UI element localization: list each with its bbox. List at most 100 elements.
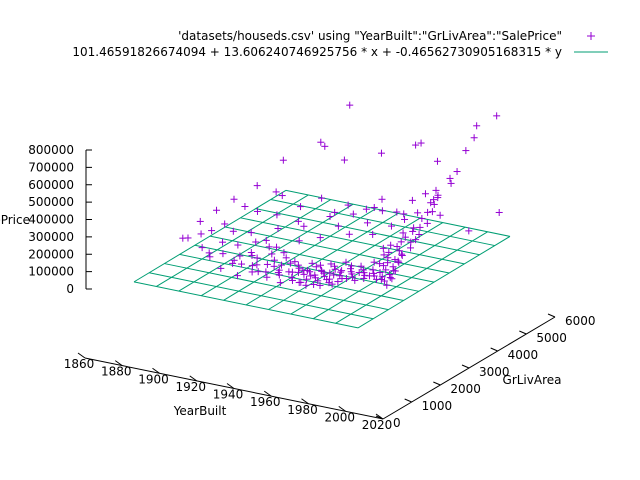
data-point [277, 261, 285, 269]
data-point [386, 270, 394, 278]
data-point [369, 230, 377, 238]
y-tick-label: 1000 [422, 399, 453, 413]
data-point [340, 156, 348, 164]
data-point [268, 250, 276, 258]
y-tick-label: 0 [393, 416, 401, 430]
data-point [394, 257, 402, 265]
surface-line [133, 189, 287, 283]
data-point [294, 261, 302, 269]
x-tick-label: 1940 [213, 388, 244, 402]
data-point [395, 258, 403, 266]
data-point [206, 253, 214, 261]
data-point [233, 272, 241, 280]
data-point [238, 260, 246, 268]
z-tick-label: 100000 [28, 265, 74, 279]
data-point [252, 238, 260, 246]
data-point [316, 234, 324, 242]
data-point [205, 249, 213, 257]
data-point [410, 224, 418, 232]
data-point [288, 276, 296, 284]
data-point [285, 268, 293, 276]
data-point [300, 270, 308, 278]
data-point [197, 230, 205, 238]
data-point [331, 265, 339, 273]
data-point [334, 278, 342, 286]
data-point [427, 199, 435, 207]
data-point [377, 275, 385, 283]
y-axis-label: GrLivArea [503, 373, 562, 387]
data-point [390, 267, 398, 275]
surface-line [133, 281, 359, 329]
data-point [213, 206, 221, 214]
data-point [219, 238, 227, 246]
data-point [378, 207, 386, 215]
data-point [384, 259, 392, 267]
data-point [230, 256, 238, 264]
data-point [236, 252, 244, 260]
z-tick-label: 700000 [28, 160, 74, 174]
x-tick-label: 2020 [362, 418, 393, 432]
y-tick-mark [461, 364, 470, 369]
data-point [325, 279, 333, 287]
data-point [241, 202, 249, 210]
data-point [254, 268, 262, 276]
y-tick-label: 2000 [450, 382, 481, 396]
data-point [273, 243, 281, 251]
data-point [312, 263, 320, 271]
data-point [417, 139, 425, 147]
data-point [248, 268, 256, 276]
data-point [385, 248, 393, 256]
data-point [379, 262, 387, 270]
x-tick-label: 2000 [324, 410, 355, 424]
surface-line [270, 199, 495, 247]
data-point [393, 243, 401, 251]
data-point [314, 277, 322, 285]
data-point [432, 186, 440, 194]
surface-line [285, 189, 511, 237]
data-point [400, 210, 408, 218]
y-tick-label: 4000 [508, 348, 539, 362]
data-point [409, 227, 417, 235]
data-point [337, 268, 345, 276]
data-point [376, 268, 384, 276]
axis-labels: YearBuilt GrLivArea SalePrice [0, 213, 561, 418]
data-point [380, 251, 388, 259]
data-point [327, 260, 335, 268]
y-tick-mark [433, 381, 441, 386]
x-tick-label: 1960 [250, 395, 281, 409]
data-point [398, 250, 406, 258]
y-tick-label: 3000 [479, 365, 510, 379]
surface-line [194, 244, 419, 292]
surface-line [149, 272, 374, 320]
data-point [342, 275, 350, 283]
data-point [334, 222, 342, 230]
data-point [253, 182, 261, 190]
data-point [470, 134, 478, 142]
data-point [253, 207, 261, 215]
y-tick-label: 6000 [565, 314, 596, 328]
data-point [416, 223, 424, 231]
data-point [272, 188, 280, 196]
data-point [270, 262, 278, 270]
data-point [346, 101, 354, 109]
y-tick-mark [375, 415, 384, 420]
data-point [274, 225, 282, 233]
data-point [270, 256, 278, 264]
data-point [381, 277, 389, 285]
data-point [389, 263, 397, 271]
data-point [362, 205, 370, 213]
x-tick-mark [263, 390, 272, 397]
data-point [316, 261, 324, 269]
legend-label-data: 'datasets/houseds.csv' using "YearBuilt"… [178, 29, 562, 43]
data-point [294, 217, 302, 225]
data-point [331, 208, 339, 216]
data-point [248, 262, 256, 270]
legend: 'datasets/houseds.csv' using "YearBuilt"… [72, 29, 608, 59]
data-point [399, 229, 407, 237]
data-point [465, 227, 473, 235]
data-point [331, 262, 339, 270]
data-point [495, 208, 503, 216]
data-point [436, 211, 444, 219]
data-point [328, 280, 336, 288]
